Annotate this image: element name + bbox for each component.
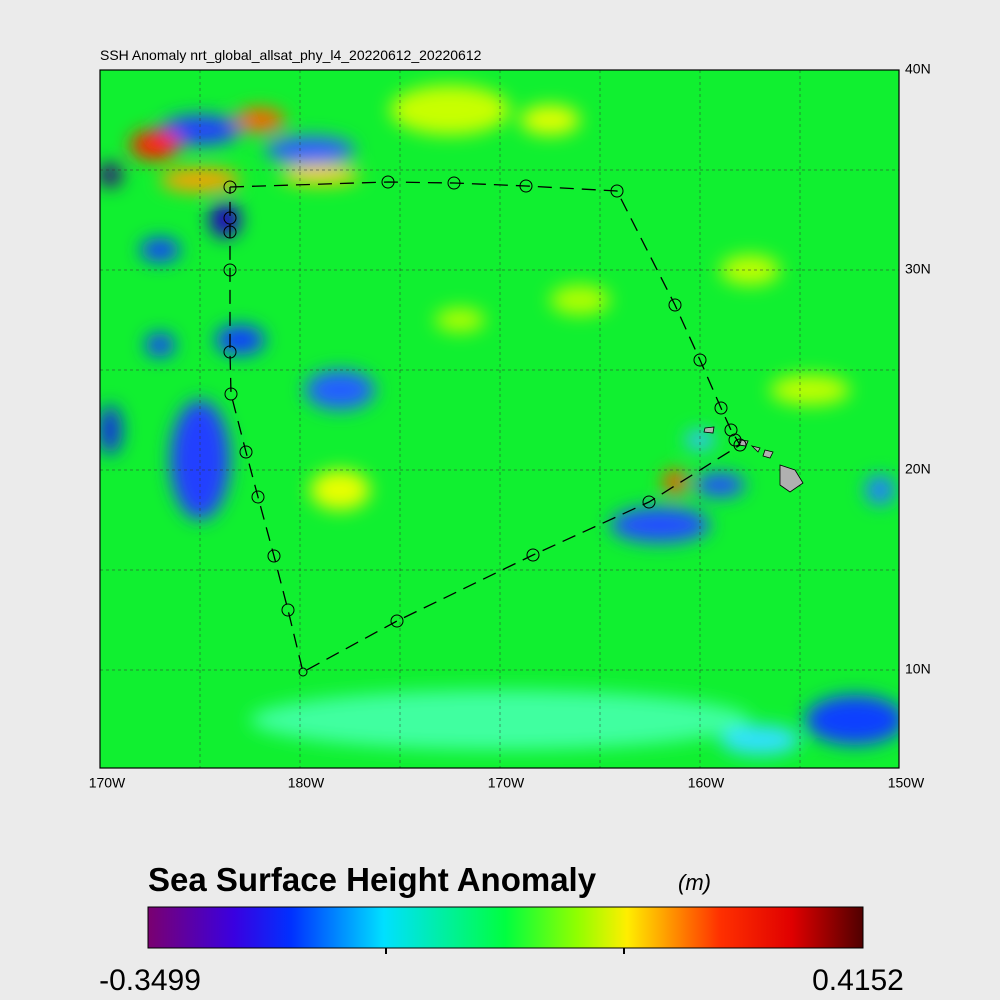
lon-label: 150W [888,775,925,791]
lon-label: 160W [688,775,725,791]
colorbar-unit: (m) [678,870,711,895]
islands [703,426,804,493]
colorbar-min: -0.3499 [99,964,201,997]
colorbar-max: 0.4152 [812,964,904,997]
ssh-field [100,70,899,768]
colorbar [147,906,864,949]
lon-label: 180W [288,775,325,791]
map-frame [99,69,900,769]
graticule [100,70,899,768]
map-title: SSH Anomaly nrt_global_allsat_phy_l4_202… [100,47,482,63]
lat-label: 40N [905,61,931,77]
lon-label: 170W [488,775,525,791]
colorbar-title: Sea Surface Height Anomaly [148,861,597,898]
lat-label: 30N [905,261,931,277]
lon-label: 170W [89,775,126,791]
lat-label: 20N [905,461,931,477]
flight-track [223,175,747,677]
lat-label: 10N [905,661,931,677]
